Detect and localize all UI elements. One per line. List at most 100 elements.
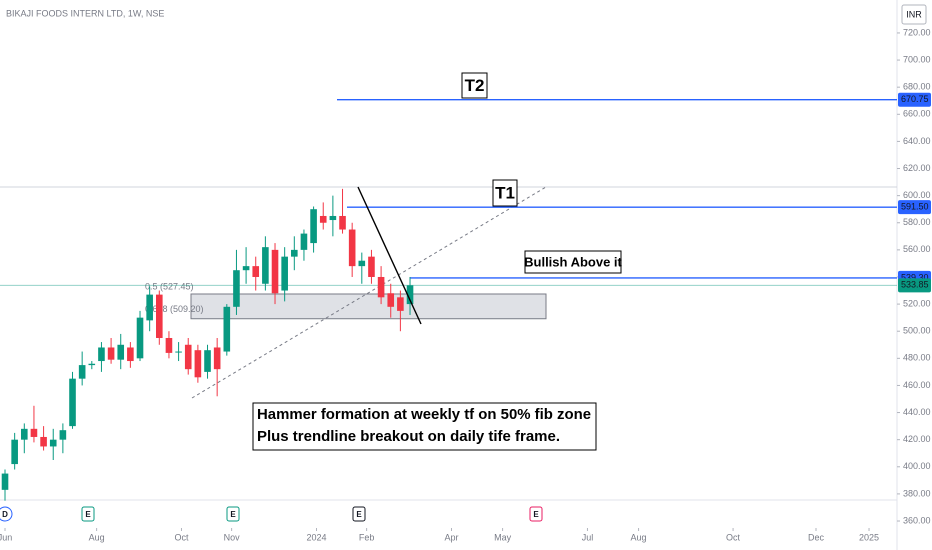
annotation-box bbox=[524, 250, 622, 274]
candle-body bbox=[310, 209, 317, 244]
x-tick-label: Aug bbox=[631, 532, 647, 542]
x-tick-label: Feb bbox=[359, 532, 375, 542]
candle-body bbox=[358, 260, 366, 267]
annotation-box bbox=[461, 72, 488, 99]
x-tick-label: Apr bbox=[444, 532, 458, 542]
candle-body bbox=[1, 473, 9, 490]
candle-body bbox=[11, 439, 18, 465]
candle-body bbox=[107, 347, 115, 360]
candle-body bbox=[136, 317, 144, 359]
candle-body bbox=[339, 215, 346, 230]
currency: INR bbox=[906, 9, 922, 19]
y-tick-label: 720.00 bbox=[903, 27, 931, 37]
y-tick-label: 680.00 bbox=[903, 82, 931, 92]
event-label: E bbox=[356, 510, 362, 519]
x-tick-label: 2024 bbox=[306, 532, 326, 542]
candle-body bbox=[213, 347, 221, 370]
candle-body bbox=[262, 247, 269, 284]
y-tick-label: 500.00 bbox=[903, 326, 931, 336]
annotation: Plus trendline breakout on daily tife fr… bbox=[257, 428, 560, 445]
y-tick-label: 400.00 bbox=[903, 461, 931, 471]
annotation-box bbox=[492, 179, 518, 207]
event-marker bbox=[0, 506, 13, 522]
candle-body bbox=[175, 351, 182, 353]
candle-body bbox=[406, 285, 414, 305]
y-tick-label: 660.00 bbox=[903, 109, 931, 119]
event-label: E bbox=[533, 510, 539, 519]
candle-body bbox=[69, 378, 76, 427]
y-tick-label: 460.00 bbox=[903, 380, 931, 390]
candle-body bbox=[397, 297, 404, 311]
candle-body bbox=[204, 350, 211, 372]
y-tick-label: 620.00 bbox=[903, 163, 931, 173]
event-label: E bbox=[85, 510, 91, 519]
candle-body bbox=[348, 229, 356, 267]
candle-body bbox=[88, 363, 96, 366]
y-tick-label: 360.00 bbox=[903, 515, 931, 525]
event-label: E bbox=[230, 510, 236, 519]
candle-body bbox=[127, 347, 134, 362]
candle-body bbox=[291, 249, 298, 257]
candle-body bbox=[300, 233, 308, 250]
candle-body bbox=[194, 350, 202, 378]
candle-body bbox=[59, 430, 67, 440]
candle-body bbox=[252, 266, 260, 277]
x-tick-label: 2025 bbox=[859, 532, 879, 542]
candle-body bbox=[387, 293, 395, 307]
trendline bbox=[357, 186, 422, 325]
candle-body bbox=[271, 249, 279, 294]
candle-body bbox=[30, 428, 38, 437]
event-marker bbox=[352, 506, 366, 522]
candle-body bbox=[184, 344, 192, 370]
fib-label: 0.618 (509.20) bbox=[145, 304, 204, 314]
chart-title: BIKAJI FOODS INTERN LTD, 1W, NSE bbox=[6, 8, 164, 18]
y-tick-label: 420.00 bbox=[903, 434, 931, 444]
dashed-trendline bbox=[191, 186, 547, 399]
x-tick-label: Dec bbox=[808, 532, 825, 542]
y-tick-label: 600.00 bbox=[903, 190, 931, 200]
last-price-label: 533.85 bbox=[901, 280, 929, 290]
annotation-box bbox=[252, 402, 597, 451]
y-tick-label: 560.00 bbox=[903, 244, 931, 254]
y-tick-label: 480.00 bbox=[903, 353, 931, 363]
price-tag-label: 539.30 bbox=[901, 272, 929, 282]
price-tag bbox=[898, 200, 931, 215]
candle-body bbox=[368, 256, 375, 277]
candle-body bbox=[78, 365, 86, 379]
candle-body bbox=[146, 294, 153, 321]
candle-body bbox=[98, 347, 105, 362]
candle-body bbox=[329, 215, 337, 221]
candle-body bbox=[233, 270, 240, 307]
last-price-tag bbox=[898, 278, 931, 293]
annotation: T1 bbox=[495, 183, 515, 202]
candle-body bbox=[242, 266, 250, 271]
y-tick-label: 380.00 bbox=[903, 488, 931, 498]
price-tag bbox=[898, 92, 931, 107]
event-marker bbox=[226, 506, 240, 522]
candle-body bbox=[117, 344, 125, 360]
candle-body bbox=[49, 439, 57, 447]
fib-label: 0.5 (527.45) bbox=[145, 281, 194, 291]
x-tick-label: Nov bbox=[224, 532, 241, 542]
annotation: T2 bbox=[465, 76, 485, 95]
event-label: D bbox=[2, 510, 8, 519]
x-tick-label: Jun bbox=[0, 532, 12, 542]
x-tick-label: Jul bbox=[582, 532, 594, 542]
x-tick-label: Oct bbox=[174, 532, 189, 542]
candle-body bbox=[156, 294, 163, 338]
y-tick-label: 580.00 bbox=[903, 217, 931, 227]
event-marker bbox=[81, 506, 95, 522]
candle-body bbox=[40, 436, 47, 447]
candle-body bbox=[165, 337, 173, 353]
event-marker bbox=[529, 506, 543, 522]
candle-body bbox=[223, 306, 231, 352]
y-tick-label: 520.00 bbox=[903, 298, 931, 308]
annotation: Bullish Above it bbox=[524, 254, 622, 269]
x-tick-label: Aug bbox=[89, 532, 105, 542]
currency-box bbox=[901, 4, 927, 25]
y-tick-label: 440.00 bbox=[903, 407, 931, 417]
candle-body bbox=[281, 256, 288, 291]
y-tick-label: 700.00 bbox=[903, 54, 931, 64]
candle-body bbox=[377, 276, 385, 298]
